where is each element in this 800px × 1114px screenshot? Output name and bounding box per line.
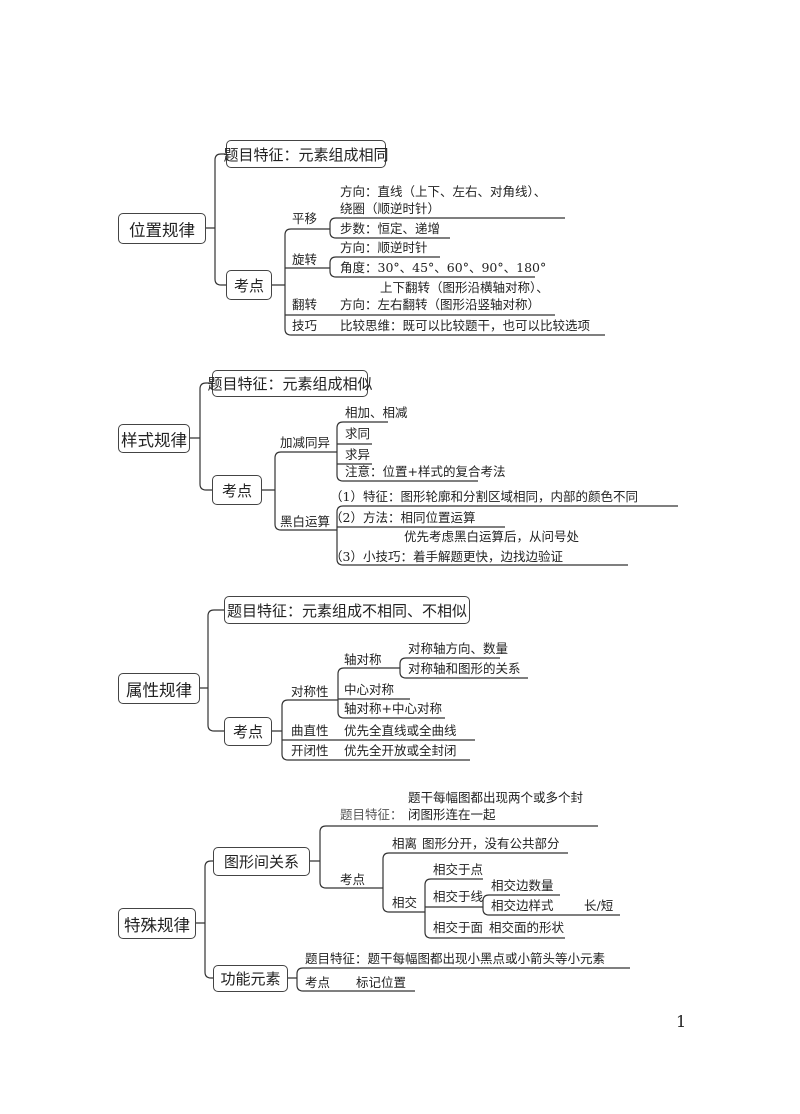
leaf-text: 比较思维：既可以比较题干，也可以比较选项 (340, 318, 591, 333)
leaf-text: 题干每幅图都出现两个或多个封 (408, 790, 584, 805)
leaf-text: 图形分开，没有公共部分 (422, 836, 560, 851)
leaf-text: 对称轴和图形的关系 (408, 661, 521, 676)
leaf-text: 相交边数量 (491, 878, 554, 893)
leaf-text: 相交于线 (433, 889, 484, 904)
branch-label: 相交 (392, 895, 418, 910)
figure-relation-node[interactable]: 图形间关系 (213, 847, 310, 876)
branch-label: 平移 (292, 211, 318, 226)
leaf-text: （1）特征：图形轮廓和分割区域相同，内部的颜色不同 (330, 489, 638, 504)
root-node-attribute[interactable]: 属性规律 (118, 673, 200, 704)
leaf-text: 相加、相减 (345, 405, 408, 420)
leaf-text: 相交于面 (433, 920, 484, 935)
root-node-special[interactable]: 特殊规律 (118, 908, 196, 939)
leaf-text: 绕圈（顺逆时针） (340, 201, 441, 216)
kaodian-node[interactable]: 考点 (224, 717, 272, 746)
leaf-text: 长/短 (584, 898, 614, 913)
feature-node[interactable]: 题目特征：元素组成不相同、不相似 (224, 596, 470, 624)
kaodian-node[interactable]: 考点 (212, 475, 262, 505)
branch-label: 相离 (392, 836, 418, 851)
branch-label: 曲直性 (291, 723, 329, 738)
leaf-text: 轴对称 (344, 652, 382, 667)
branch-label: 旋转 (292, 252, 318, 267)
branch-label: 翻转 (292, 297, 318, 312)
branch-label: 加减同异 (280, 435, 331, 450)
kaodian-node[interactable]: 考点 (226, 270, 272, 300)
root-node-style[interactable]: 样式规律 (118, 424, 190, 453)
branch-label: 黑白运算 (280, 514, 331, 529)
feature-node[interactable]: 题目特征：元素组成相似 (208, 370, 373, 397)
leaf-text: 求异 (345, 447, 371, 462)
leaf-text: 方向：直线（上下、左右、对角线）、 (340, 184, 547, 199)
feature-node[interactable]: 题目特征：元素组成相同 (224, 140, 389, 168)
leaf-text: 轴对称+中心对称 (344, 701, 442, 716)
leaf-text: 相交于点 (433, 862, 484, 877)
branch-label: 考点 (340, 872, 366, 887)
root-node-position[interactable]: 位置规律 (118, 213, 206, 244)
leaf-text: 相交面的形状 (489, 920, 565, 935)
leaf-text: 标记位置 (356, 975, 407, 990)
leaf-text: 中心对称 (344, 682, 395, 697)
leaf-text: （3）小技巧：着手解题更快，边找边验证 (330, 549, 563, 564)
page-number: 1 (676, 1012, 687, 1031)
function-element-node[interactable]: 功能元素 (213, 965, 288, 992)
leaf-text: 闭图形连在一起 (408, 807, 496, 822)
leaf-text: 注意：位置+样式的复合考法 (345, 464, 506, 479)
leaf-text: 角度：30°、45°、60°、90°、180° (340, 260, 547, 275)
leaf-text: 求同 (345, 426, 371, 441)
leaf-text: 相交边样式 (491, 898, 554, 913)
leaf-text: 方向：左右翻转（图形沿竖轴对称） (340, 297, 541, 312)
branch-label: 开闭性 (291, 743, 329, 758)
branch-label: 对称性 (291, 684, 329, 699)
branch-label: 技巧 (292, 318, 318, 333)
leaf-text: 上下翻转（图形沿横轴对称）、 (380, 280, 549, 295)
leaf-text: 优先考虑黑白运算后，从问号处 (404, 529, 580, 544)
leaf-text: 题目特征：题干每幅图都出现小黑点或小箭头等小元素 (305, 951, 606, 966)
branch-label: 题目特征： (340, 807, 403, 822)
leaf-text: 优先全直线或全曲线 (344, 723, 457, 738)
leaf-text: 优先全开放或全封闭 (344, 743, 457, 758)
leaf-text: （2）方法：相同位置运算 (330, 510, 476, 525)
branch-label: 考点 (305, 975, 331, 990)
leaf-text: 步数：恒定、递增 (340, 221, 441, 236)
leaf-text: 方向：顺逆时针 (340, 240, 428, 255)
leaf-text: 对称轴方向、数量 (408, 641, 509, 656)
